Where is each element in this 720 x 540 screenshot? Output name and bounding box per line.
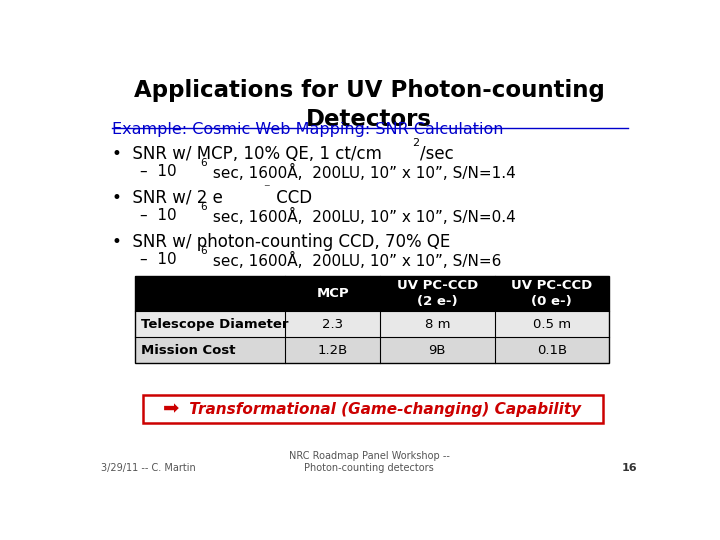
Text: 6: 6 bbox=[200, 158, 207, 167]
Bar bbox=[135, 276, 609, 312]
Text: 0.1B: 0.1B bbox=[536, 343, 567, 356]
Text: 2.3: 2.3 bbox=[322, 318, 343, 331]
Text: –  10: – 10 bbox=[140, 252, 177, 267]
Text: ⁻: ⁻ bbox=[263, 182, 269, 195]
Bar bbox=[135, 276, 609, 363]
Text: sec, 1600Å,  200LU, 10” x 10”, S/N=0.4: sec, 1600Å, 200LU, 10” x 10”, S/N=0.4 bbox=[208, 208, 516, 225]
Text: 0.5 m: 0.5 m bbox=[533, 318, 571, 331]
Text: •  SNR w/ photon-counting CCD, 70% QE: • SNR w/ photon-counting CCD, 70% QE bbox=[112, 233, 451, 251]
Bar bbox=[135, 337, 609, 363]
Text: Transformational (Game-changing) Capability: Transformational (Game-changing) Capabil… bbox=[184, 402, 582, 416]
Text: UV PC-CCD
(0 e-): UV PC-CCD (0 e-) bbox=[511, 279, 593, 308]
Text: 6: 6 bbox=[200, 201, 207, 212]
Text: •  SNR w/ 2 e: • SNR w/ 2 e bbox=[112, 188, 223, 207]
Text: Applications for UV Photon-counting
Detectors: Applications for UV Photon-counting Dete… bbox=[134, 79, 604, 131]
Text: /sec: /sec bbox=[420, 145, 454, 163]
Text: 16: 16 bbox=[621, 463, 637, 473]
Text: sec, 1600Å,  200LU, 10” x 10”, S/N=1.4: sec, 1600Å, 200LU, 10” x 10”, S/N=1.4 bbox=[208, 164, 516, 181]
Text: 3/29/11 -- C. Martin: 3/29/11 -- C. Martin bbox=[101, 463, 196, 473]
Text: UV PC-CCD
(2 e-): UV PC-CCD (2 e-) bbox=[397, 279, 478, 308]
Text: Mission Cost: Mission Cost bbox=[141, 343, 236, 356]
Text: Example: Cosmic Web Mapping: SNR Calculation: Example: Cosmic Web Mapping: SNR Calcula… bbox=[112, 122, 504, 137]
Text: 1.2B: 1.2B bbox=[318, 343, 348, 356]
Text: 9B: 9B bbox=[428, 343, 446, 356]
Text: –  10: – 10 bbox=[140, 208, 177, 223]
Text: NRC Roadmap Panel Workshop --
Photon-counting detectors: NRC Roadmap Panel Workshop -- Photon-cou… bbox=[289, 451, 449, 473]
Text: CCD: CCD bbox=[271, 188, 312, 207]
Text: –  10: – 10 bbox=[140, 164, 177, 179]
Text: sec, 1600Å,  200LU, 10” x 10”, S/N=6: sec, 1600Å, 200LU, 10” x 10”, S/N=6 bbox=[208, 252, 501, 269]
Bar bbox=[135, 312, 609, 337]
Text: Telescope Diameter: Telescope Diameter bbox=[141, 318, 289, 331]
Text: 6: 6 bbox=[200, 246, 207, 255]
Text: 2: 2 bbox=[412, 138, 419, 148]
Text: MCP: MCP bbox=[316, 287, 349, 300]
FancyBboxPatch shape bbox=[143, 395, 603, 423]
Text: ➡: ➡ bbox=[163, 400, 179, 419]
Text: •  SNR w/ MCP, 10% QE, 1 ct/cm: • SNR w/ MCP, 10% QE, 1 ct/cm bbox=[112, 145, 382, 163]
Text: 8 m: 8 m bbox=[425, 318, 450, 331]
